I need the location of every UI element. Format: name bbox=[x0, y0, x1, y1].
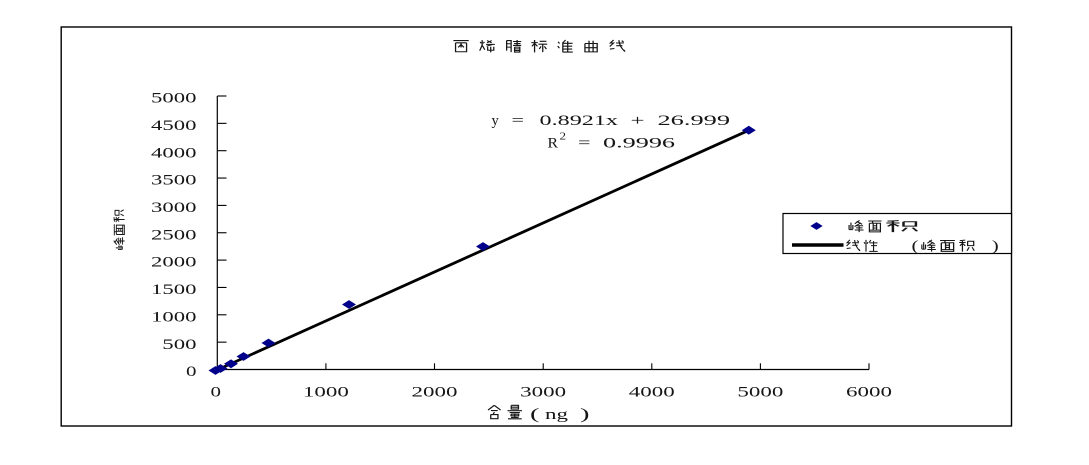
svg-text:1500: 1500 bbox=[151, 282, 197, 298]
svg-text:1000: 1000 bbox=[303, 385, 349, 401]
svg-text:6000: 6000 bbox=[846, 385, 892, 401]
svg-text:2000: 2000 bbox=[412, 385, 458, 401]
svg-text:0: 0 bbox=[211, 385, 222, 401]
svg-text:+: + bbox=[631, 113, 645, 129]
svg-text:): ) bbox=[992, 239, 999, 255]
svg-text:=: = bbox=[578, 135, 591, 151]
svg-text:500: 500 bbox=[162, 337, 196, 353]
svg-text:ng: ng bbox=[545, 407, 569, 423]
svg-text:26.999: 26.999 bbox=[658, 113, 731, 129]
svg-text:(: ( bbox=[530, 406, 540, 423]
svg-text:5000: 5000 bbox=[737, 385, 783, 401]
svg-text:4500: 4500 bbox=[151, 118, 197, 134]
svg-text:2: 2 bbox=[560, 132, 567, 143]
svg-text:4000: 4000 bbox=[151, 145, 197, 161]
svg-text:(: ( bbox=[912, 239, 919, 255]
svg-text:4000: 4000 bbox=[629, 385, 675, 401]
svg-text:0: 0 bbox=[186, 364, 197, 380]
svg-text:3000: 3000 bbox=[151, 200, 197, 216]
svg-text:y: y bbox=[492, 113, 500, 129]
svg-text:2000: 2000 bbox=[151, 255, 197, 271]
svg-text:3000: 3000 bbox=[520, 385, 566, 401]
svg-text:R: R bbox=[548, 135, 559, 151]
svg-text:3500: 3500 bbox=[151, 173, 197, 189]
svg-text:5000: 5000 bbox=[151, 91, 197, 107]
svg-text:): ) bbox=[580, 406, 590, 423]
svg-text:2500: 2500 bbox=[151, 227, 197, 243]
svg-text:1000: 1000 bbox=[151, 309, 197, 325]
svg-text:=: = bbox=[512, 113, 525, 129]
svg-text:0.9996: 0.9996 bbox=[603, 135, 675, 151]
svg-text:0.8921x: 0.8921x bbox=[540, 113, 620, 129]
